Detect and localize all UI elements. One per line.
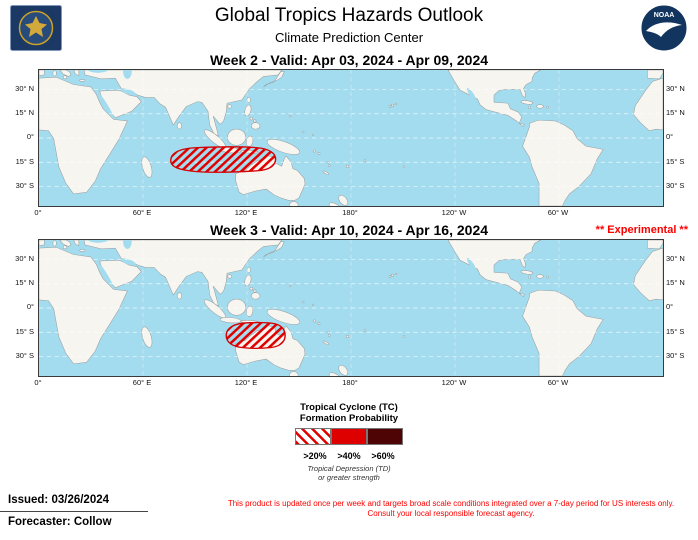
lat-label: 15° S	[15, 327, 34, 336]
experimental-label: ** Experimental **	[595, 224, 688, 236]
legend-swatch-40pct	[331, 428, 367, 445]
lat-label: 0°	[666, 302, 674, 311]
lat-label: 30° S	[666, 351, 685, 360]
lon-label: 0°	[34, 208, 42, 217]
page-subtitle: Climate Prediction Center	[274, 30, 424, 45]
lon-label: 60° E	[132, 208, 152, 217]
lat-label: 15° S	[666, 157, 685, 166]
lat-label: 30° N	[15, 84, 34, 93]
week2-panel: Week 2 - Valid: Apr 03, 2024 - Apr 09, 2…	[0, 52, 698, 222]
legend-label-20pct: >20%	[303, 451, 327, 461]
lat-label: 0°	[666, 132, 674, 141]
lon-label: 180°	[342, 378, 358, 387]
page-title: Global Tropics Hazards Outlook	[214, 5, 484, 26]
lat-label: 15° N	[15, 108, 34, 117]
lat-label: 15° N	[15, 278, 34, 287]
lat-label: 30° N	[15, 254, 34, 263]
legend-note-line2: or greater strength	[318, 473, 380, 482]
week2-map-frame	[38, 69, 664, 207]
lon-label: 120° E	[234, 378, 258, 387]
week2-tc-formation-area-20pct	[170, 146, 277, 173]
lat-label: 30° N	[666, 84, 685, 93]
disclaimer-line2: Consult your local responsible forecast …	[367, 509, 535, 518]
week3-map-frame	[38, 239, 664, 377]
lat-label: 15° S	[666, 327, 685, 336]
lat-label: 15° N	[666, 278, 685, 287]
legend-swatch-20pct	[295, 428, 331, 445]
issued-date: Issued: 03/26/2024	[8, 494, 110, 506]
lon-label: 60° W	[547, 378, 569, 387]
legend-label-60pct: >60%	[371, 451, 395, 461]
lat-label: 15° N	[666, 108, 685, 117]
legend-swatches	[295, 428, 403, 445]
header: Global Tropics Hazards Outlook Climate P…	[0, 0, 698, 52]
lat-label: 30° N	[666, 254, 685, 263]
forecaster-name: Forecaster: Collow	[8, 516, 112, 528]
lat-label: 0°	[26, 302, 34, 311]
week3-title: Week 3 - Valid: Apr 10, 2024 - Apr 16, 2…	[209, 222, 489, 238]
legend-label-40pct: >40%	[337, 451, 361, 461]
week3-panel: Week 3 - Valid: Apr 10, 2024 - Apr 16, 2…	[0, 222, 698, 392]
lat-label: 30° S	[666, 181, 685, 190]
lon-label: 120° E	[234, 208, 258, 217]
lon-label: 60° E	[132, 378, 152, 387]
noaa-bird-icon	[646, 22, 682, 37]
week3-tc-formation-area-20pct	[225, 321, 286, 350]
lat-label: 15° S	[15, 157, 34, 166]
legend-swatch-labels: >20% >40% >60%	[298, 451, 400, 461]
week2-map	[39, 70, 663, 206]
noaa-logo: NOAA	[640, 4, 688, 52]
legend-note-line1: Tropical Depression (TD)	[307, 464, 391, 473]
lat-label: 30° S	[15, 351, 34, 360]
legend-title-line2: Formation Probability	[299, 413, 399, 424]
lon-label: 60° W	[547, 208, 569, 217]
week2-title: Week 2 - Valid: Apr 03, 2024 - Apr 09, 2…	[209, 52, 489, 68]
legend-swatch-60pct	[367, 428, 403, 445]
lat-label: 30° S	[15, 181, 34, 190]
lon-label: 120° W	[441, 378, 467, 387]
disclaimer-line1: This product is updated once per week an…	[227, 499, 675, 508]
lat-label: 0°	[26, 132, 34, 141]
week3-map	[39, 240, 663, 376]
disclaimer: This product is updated once per week an…	[208, 499, 694, 519]
lon-label: 0°	[34, 378, 42, 387]
lon-label: 120° W	[441, 208, 467, 217]
legend-title-line1: Tropical Cyclone (TC)	[300, 402, 398, 413]
legend: Tropical Cyclone (TC) Formation Probabil…	[0, 402, 698, 482]
footer-divider	[0, 511, 148, 512]
lon-label: 180°	[342, 208, 358, 217]
commerce-seal-logo	[10, 5, 62, 51]
noaa-logo-text: NOAA	[654, 12, 675, 19]
